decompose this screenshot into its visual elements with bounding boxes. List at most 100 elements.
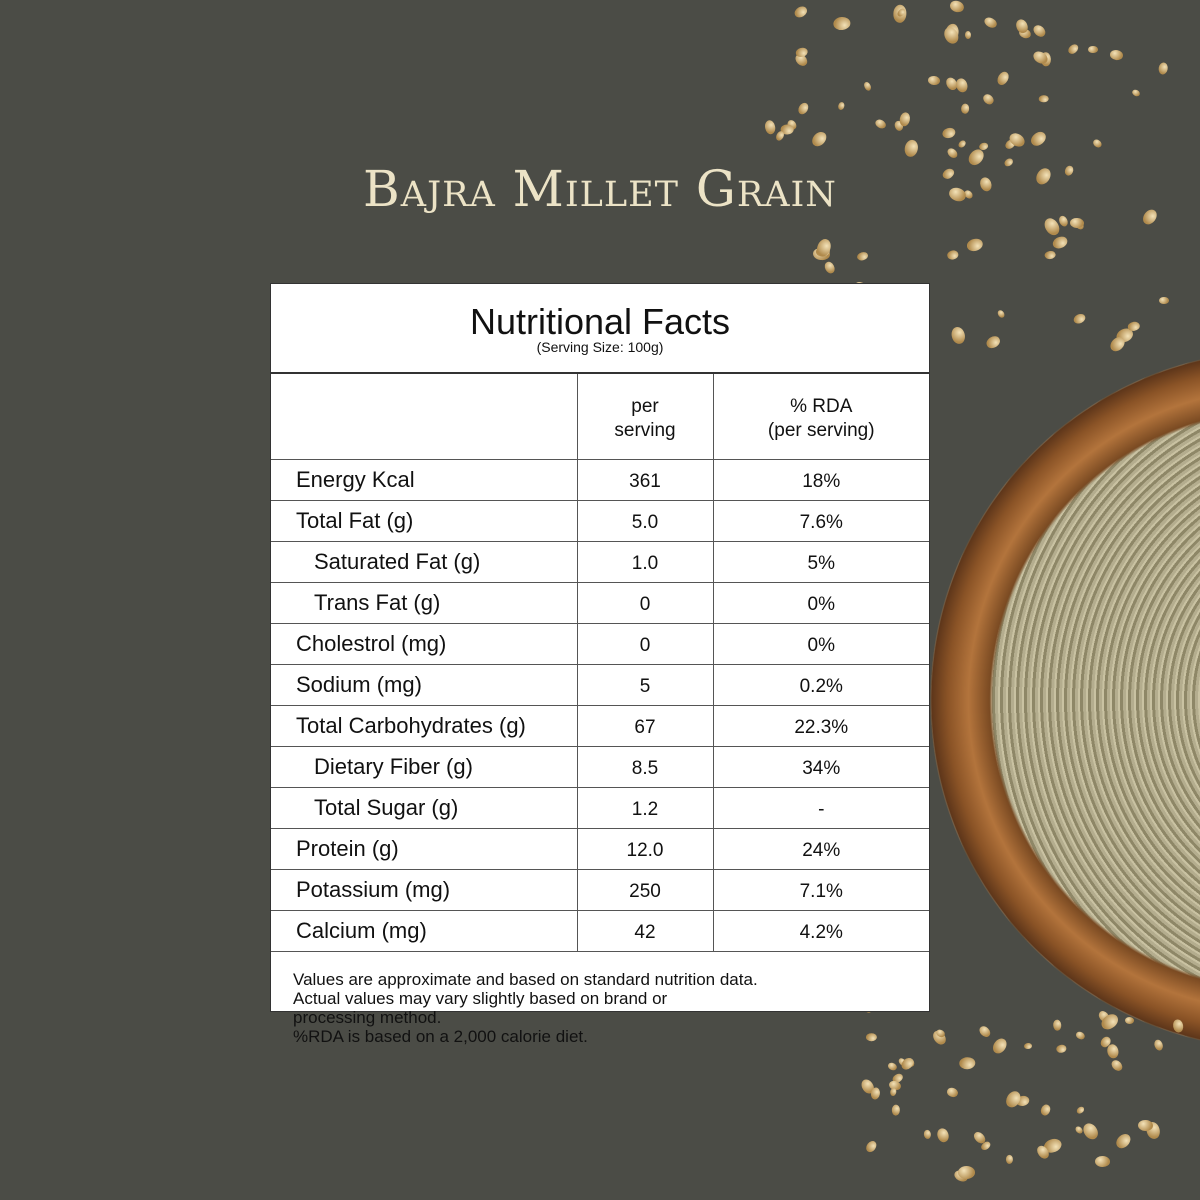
header-line: serving bbox=[614, 419, 676, 441]
nutrient-name: Potassium (mg) bbox=[271, 869, 577, 911]
grain-icon bbox=[1006, 1154, 1014, 1164]
per-serving-value: 5 bbox=[576, 664, 713, 706]
nutrient-name: Total Fat (g) bbox=[271, 500, 577, 542]
footnote: Values are approximate and based on stan… bbox=[271, 952, 929, 1064]
grain-icon bbox=[823, 259, 836, 275]
grain-icon bbox=[955, 77, 970, 94]
per-serving-value: 12.0 bbox=[576, 828, 713, 870]
grain-icon bbox=[862, 80, 872, 92]
per-serving-value: 8.5 bbox=[576, 746, 713, 788]
grain-icon bbox=[1031, 22, 1048, 39]
grain-icon bbox=[981, 92, 996, 107]
rda-value: 34% bbox=[712, 746, 929, 788]
nutrient-name: Total Carbohydrates (g) bbox=[271, 705, 577, 747]
footnote-line: Values are approximate and based on stan… bbox=[293, 970, 758, 989]
page-title: Bajra Millet Grain bbox=[0, 160, 1200, 218]
table-row: Saturated Fat (g) 1.0 5% bbox=[271, 541, 929, 583]
grain-icon bbox=[1071, 312, 1087, 326]
grain-icon bbox=[957, 139, 968, 150]
per-serving-value: 0 bbox=[576, 623, 713, 665]
table-row: Total Sugar (g) 1.2 - bbox=[271, 787, 929, 829]
grain-icon bbox=[946, 250, 960, 261]
grain-icon bbox=[903, 138, 920, 158]
grain-icon bbox=[927, 75, 941, 86]
header-line: per bbox=[631, 395, 659, 417]
per-serving-value: 42 bbox=[576, 910, 713, 952]
grain-icon bbox=[1075, 1105, 1086, 1116]
header-line: % RDA bbox=[790, 395, 853, 417]
grain-icon bbox=[935, 1126, 951, 1144]
nutrient-name: Dietary Fiber (g) bbox=[271, 746, 577, 788]
grain-icon bbox=[948, 0, 966, 14]
grain-icon bbox=[809, 128, 830, 149]
grain-icon bbox=[941, 126, 957, 141]
grain-icon bbox=[873, 117, 888, 131]
rda-value: 18% bbox=[712, 459, 929, 501]
nutrient-name: Energy Kcal bbox=[271, 459, 577, 501]
grain-icon bbox=[1109, 1058, 1125, 1074]
nutrition-facts-panel: Nutritional Facts (Serving Size: 100g) p… bbox=[270, 283, 930, 1046]
header-per-serving: per serving bbox=[576, 374, 713, 460]
grain-icon bbox=[891, 1104, 900, 1117]
grain-icon bbox=[864, 1138, 879, 1154]
grain-icon bbox=[855, 250, 869, 262]
per-serving-value: 67 bbox=[576, 705, 713, 747]
per-serving-value: 361 bbox=[576, 459, 713, 501]
grain-icon bbox=[1069, 217, 1085, 229]
nutrient-name: Protein (g) bbox=[271, 828, 577, 870]
table-row: Energy Kcal 361 18% bbox=[271, 459, 929, 501]
grain-icon bbox=[1067, 42, 1081, 56]
grain-icon bbox=[837, 101, 846, 112]
grain-icon bbox=[1130, 88, 1142, 98]
grain-icon bbox=[1127, 321, 1141, 333]
serving-size: (Serving Size: 100g) bbox=[536, 339, 664, 355]
grain-icon bbox=[795, 100, 810, 117]
table-row: Cholestrol (mg) 0 0% bbox=[271, 623, 929, 665]
table-header-row: per serving % RDA (per serving) bbox=[271, 374, 929, 460]
grain-icon bbox=[958, 1165, 976, 1180]
grain-icon bbox=[1051, 234, 1070, 251]
grain-icon bbox=[950, 325, 967, 345]
grain-icon bbox=[832, 16, 852, 31]
grain-icon bbox=[773, 129, 786, 143]
nutrition-table: per serving % RDA (per serving) Energy Kca… bbox=[271, 374, 929, 952]
rda-value: - bbox=[712, 787, 929, 829]
grain-icon bbox=[1038, 95, 1049, 103]
rda-value: 0% bbox=[712, 582, 929, 624]
rda-value: 7.6% bbox=[712, 500, 929, 542]
grain-icon bbox=[763, 119, 777, 136]
nutrient-name: Trans Fat (g) bbox=[271, 582, 577, 624]
table-row: Potassium (mg) 250 7.1% bbox=[271, 869, 929, 911]
grain-icon bbox=[959, 1056, 977, 1070]
per-serving-value: 250 bbox=[576, 869, 713, 911]
per-serving-value: 1.2 bbox=[576, 787, 713, 829]
grain-icon bbox=[1028, 129, 1049, 149]
nutrient-name: Cholestrol (mg) bbox=[271, 623, 577, 665]
footnote-line: processing method. bbox=[293, 1008, 442, 1027]
grain-icon bbox=[1091, 138, 1104, 149]
panel-heading: Nutritional Facts bbox=[469, 301, 731, 342]
grain-icon bbox=[1023, 1042, 1032, 1050]
per-serving-value: 5.0 bbox=[576, 500, 713, 542]
rda-value: 4.2% bbox=[712, 910, 929, 952]
grain-icon bbox=[995, 69, 1012, 87]
grain-icon bbox=[995, 308, 1006, 319]
rda-value: 22.3% bbox=[712, 705, 929, 747]
rda-value: 24% bbox=[712, 828, 929, 870]
grain-icon bbox=[964, 30, 972, 39]
grain-icon bbox=[984, 333, 1003, 351]
grain-icon bbox=[869, 1087, 881, 1101]
nutrient-name: Calcium (mg) bbox=[271, 910, 577, 952]
panel-header: Nutritional Facts (Serving Size: 100g) bbox=[271, 284, 929, 374]
table-row: Dietary Fiber (g) 8.5 34% bbox=[271, 746, 929, 788]
table-row: Trans Fat (g) 0 0% bbox=[271, 582, 929, 624]
footnote-line: Actual values may vary slightly based on… bbox=[293, 989, 668, 1008]
title-text: Bajra Millet Grain bbox=[363, 160, 837, 218]
header-nutrient bbox=[271, 374, 577, 460]
grain-icon bbox=[1094, 1156, 1110, 1168]
table-row: Protein (g) 12.0 24% bbox=[271, 828, 929, 870]
millet-bowl-image bbox=[930, 350, 1200, 1050]
per-serving-value: 0 bbox=[576, 582, 713, 624]
grain-icon bbox=[1044, 249, 1056, 260]
rda-value: 5% bbox=[712, 541, 929, 583]
